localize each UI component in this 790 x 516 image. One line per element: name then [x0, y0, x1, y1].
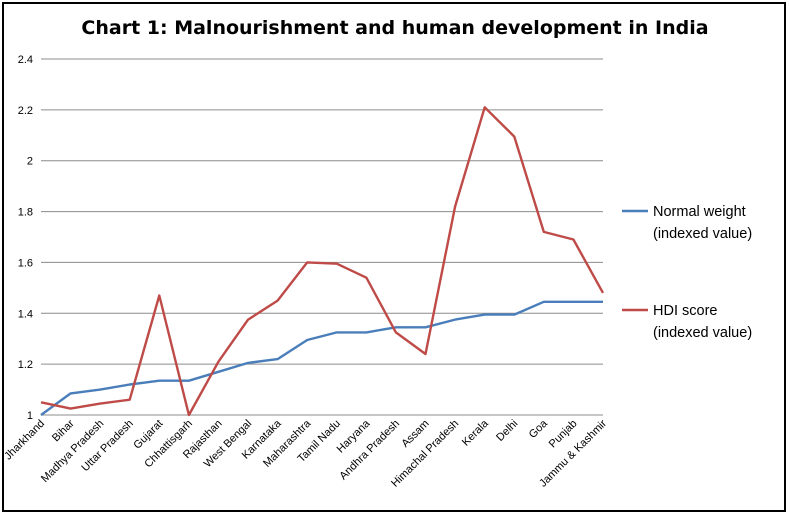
- series-line-normal-weight: [40, 300, 603, 416]
- legend-label-normal-weight: Normal weight: [653, 204, 746, 220]
- legend: Normal weight (indexed value) HDI score …: [622, 204, 752, 341]
- grid-lines: [41, 58, 603, 416]
- y-tick-label: 2: [27, 156, 33, 168]
- y-tick-label: 1: [27, 410, 33, 422]
- x-tick-label-goa: Goa: [527, 417, 551, 441]
- x-tick-label-jharkhand: Jharkhand: [2, 418, 47, 463]
- y-tick-label: 1.8: [18, 207, 33, 219]
- y-tick-label: 1.6: [18, 257, 33, 269]
- x-tick-label-bihar: Bihar: [50, 417, 77, 444]
- x-tick-label-delhi: Delhi: [494, 418, 520, 444]
- y-tick-label: 2.2: [18, 105, 33, 117]
- y-tick-label: 1.4: [18, 308, 33, 320]
- x-tick-label-uttar-pradesh: Uttar Pradesh: [79, 418, 135, 474]
- y-axis-ticks: 1 1.2 1.4 1.6 1.8 2 2.2 2.4: [18, 54, 33, 422]
- y-tick-label: 1.2: [18, 359, 33, 371]
- chart-title: Chart 1: Malnourishment and human develo…: [81, 17, 708, 39]
- legend-sublabel-hdi-score: (indexed value): [653, 325, 752, 341]
- legend-label-hdi-score: HDI score: [653, 303, 717, 319]
- legend-sublabel-normal-weight: (indexed value): [653, 226, 752, 242]
- series-line-hdi-score: [40, 106, 605, 417]
- y-tick-label: 2.4: [18, 54, 33, 66]
- x-tick-label-kerala: Kerala: [460, 417, 492, 449]
- series-lines: [40, 106, 605, 417]
